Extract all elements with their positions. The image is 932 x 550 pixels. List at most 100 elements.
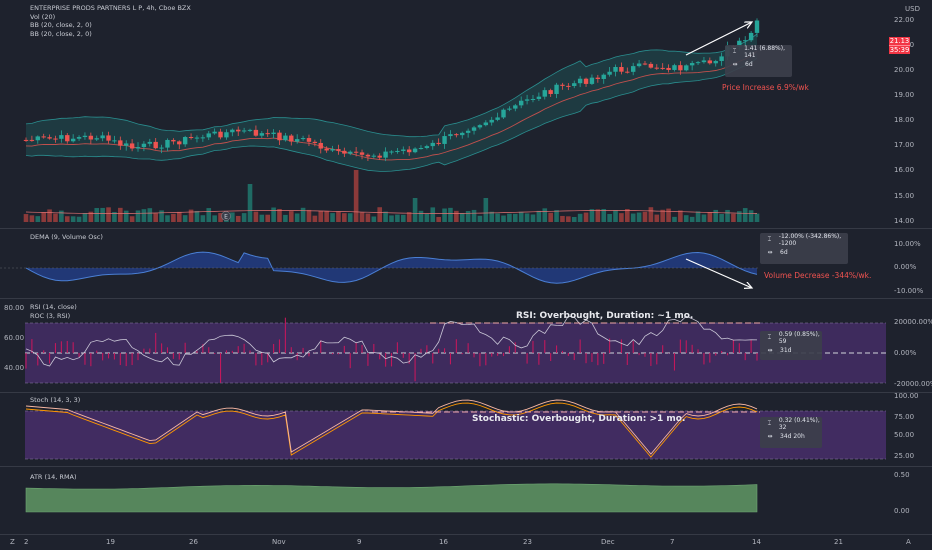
legend-volume[interactable]: Vol (20) — [30, 12, 56, 21]
volume-bar — [312, 215, 318, 222]
candle-body — [424, 146, 430, 149]
earnings-marker-icon[interactable] — [221, 211, 231, 221]
trend-arrow[interactable] — [685, 22, 752, 56]
volume-bar — [288, 211, 294, 222]
volume-bar — [230, 212, 235, 222]
rsi-legend: RSI (14, close) ROC (3, RSI) — [30, 303, 77, 320]
candle-body — [206, 133, 211, 138]
last-price: 21.13 — [889, 37, 910, 45]
bollinger-upper — [25, 33, 758, 138]
volume-bar — [436, 216, 441, 222]
volume-bar — [336, 211, 341, 222]
roc-bars — [25, 317, 758, 383]
volume-bar — [265, 214, 271, 222]
volume-bar — [76, 216, 82, 222]
candle-body — [625, 71, 630, 73]
legend-bb-2[interactable]: BB (20, close, 2, 0) — [30, 29, 92, 38]
dema-chart[interactable] — [0, 228, 886, 298]
legend-bb-1[interactable]: BB (20, close, 2, 0) — [30, 21, 92, 30]
volume-bar — [695, 211, 701, 222]
legend-rsi[interactable]: RSI (14, close) — [30, 303, 77, 311]
candle-body — [23, 139, 29, 141]
volume-bar — [106, 207, 111, 222]
stoch-legend[interactable]: Stoch (14, 3, 3) — [30, 396, 81, 404]
price-annotation[interactable]: Price Increase 6.9%/wk — [722, 83, 809, 92]
rsi-band — [25, 323, 886, 383]
candle-body — [342, 150, 347, 154]
price-range-duration: 6d — [745, 61, 753, 68]
atr-legend[interactable]: ATR (14, RMA) — [30, 473, 77, 481]
dema-duration: 6d — [780, 249, 788, 256]
volume-bar — [542, 208, 548, 222]
dema-tooltip[interactable]: ⌶ -12.00% (-342.86%), -1200 ⇹ 6d — [760, 233, 848, 264]
stoch-k-line — [25, 399, 758, 455]
rsi-chart[interactable] — [0, 298, 886, 392]
stoch-tooltip[interactable]: ⌶ 0.32 (0.41%), 32 ⇹ 34d 20h — [760, 417, 822, 448]
candle-body — [460, 132, 465, 136]
candle-body — [660, 67, 665, 69]
price-chart[interactable]: E — [0, 0, 886, 228]
stoch-axis-label: 25.00 — [894, 452, 915, 460]
time-axis-label: 16 — [439, 538, 448, 546]
candle-body — [495, 117, 500, 120]
rsi-right-axis-label: 20000.00% — [894, 318, 932, 326]
candle-body — [465, 130, 471, 133]
candle-body — [595, 77, 601, 79]
svg-text:E: E — [224, 214, 228, 221]
volume-bar — [448, 207, 453, 222]
volume-bar — [41, 212, 46, 222]
volume-bar — [218, 212, 223, 222]
candle-body — [241, 130, 247, 132]
dema-legend[interactable]: DEMA (9, Volume Osc) — [30, 233, 103, 241]
volume-bar — [689, 216, 695, 222]
volume-bar — [754, 213, 760, 222]
legend-roc[interactable]: ROC (3, RSI) — [30, 311, 71, 320]
volume-bar — [35, 216, 41, 222]
candle-body — [165, 139, 170, 148]
rsi-tooltip[interactable]: ⌶ 0.59 (0.85%), 59 ⇹ 31d — [760, 331, 822, 360]
volume-bar — [672, 216, 677, 222]
dema-range-icon: ⌶ — [767, 235, 772, 243]
volume-bar — [365, 213, 371, 222]
volume-bar — [247, 184, 253, 222]
auto-scale-corner[interactable]: A — [906, 538, 911, 546]
volume-bar — [153, 213, 158, 222]
timezone-corner[interactable]: Z — [10, 538, 15, 546]
candle-body — [283, 135, 288, 141]
atr-chart[interactable] — [0, 466, 886, 534]
rsi-left-axis-label: 40.00 — [4, 364, 25, 372]
volume-bar — [424, 213, 430, 222]
symbol-title[interactable]: ENTERPRISE PRODS PARTNERS L P, 4h, Cboe … — [30, 4, 191, 12]
time-axis-label: Dec — [601, 538, 615, 546]
price-range-tooltip[interactable]: ⌶ 1.41 (6.88%), 141 ⇹ 6d — [725, 45, 792, 77]
volume-bar — [347, 213, 353, 222]
volume-bar — [459, 213, 465, 222]
volume-bar — [678, 210, 683, 222]
price-axis-label: 19.00 — [894, 91, 915, 99]
volume-bar — [430, 207, 436, 222]
volume-bar — [507, 213, 512, 222]
candle-body — [41, 136, 46, 138]
candle-body — [330, 149, 335, 151]
dema-line — [25, 251, 758, 284]
candle-body — [70, 138, 76, 142]
candle-body — [112, 140, 117, 142]
volume-bar — [182, 215, 188, 222]
volume-bar — [159, 210, 164, 222]
dema-trend-arrow[interactable] — [685, 258, 752, 288]
volume-bar — [725, 209, 730, 222]
volume-bar — [88, 211, 94, 222]
stoch-chart[interactable] — [0, 392, 886, 466]
rsi-status-title: RSI: Overbought, Duration: ~1 mo. — [516, 311, 694, 321]
time-axis-label: 9 — [357, 538, 362, 546]
volume-bar — [277, 208, 282, 222]
dema-duration-icon: ⇹ — [767, 249, 773, 256]
candle-body — [141, 143, 147, 148]
bar-countdown: 35:39 — [889, 45, 910, 54]
volume-bar — [442, 208, 447, 222]
volume-annotation[interactable]: Volume Decrease -344%/wk. — [764, 271, 872, 280]
stoch-duration: 34d 20h — [780, 433, 805, 440]
stoch-d-line — [25, 402, 758, 458]
time-axis-label: Nov — [272, 538, 286, 546]
volume-bar — [707, 212, 713, 222]
